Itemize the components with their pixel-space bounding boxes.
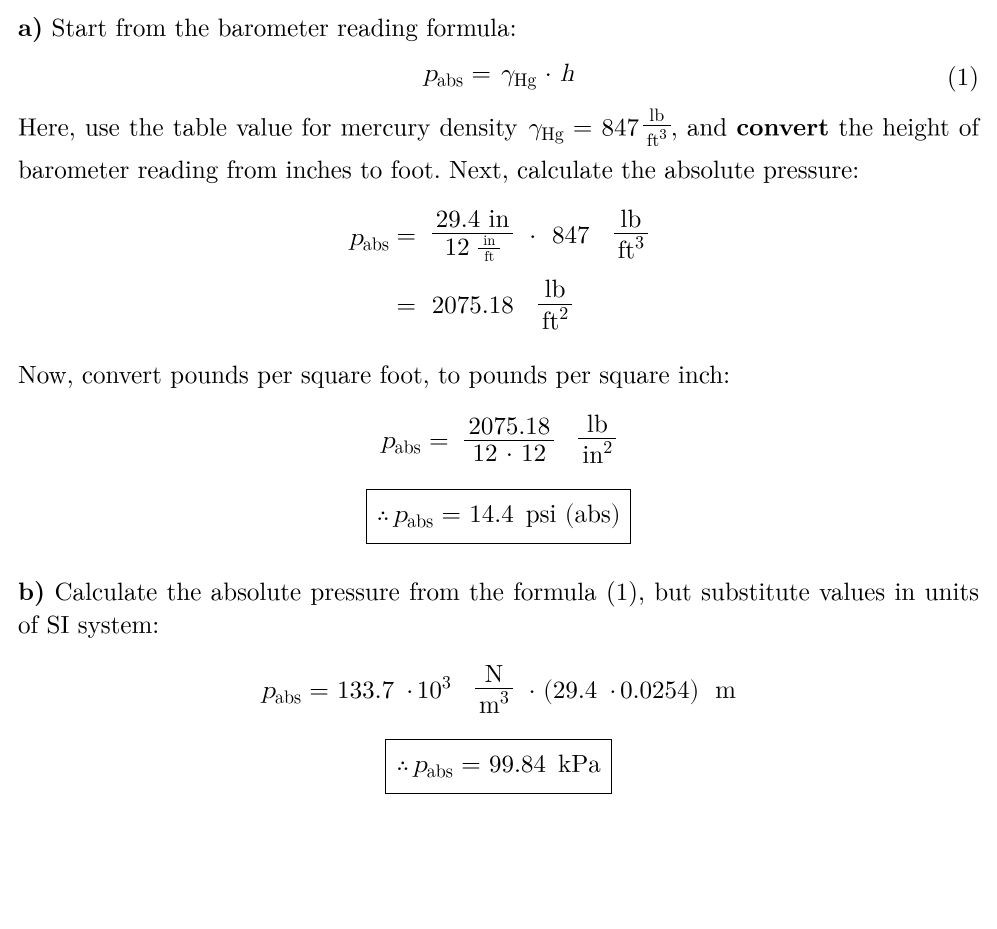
- a-boxed-result: ∴pabs = 14.4 psi (abs): [366, 489, 632, 544]
- page: a) Start from the barometer reading form…: [0, 0, 997, 844]
- a-calc1-gamma: 847: [552, 223, 590, 248]
- a-calc2-num: 2075.18: [464, 414, 554, 441]
- b-gamma-exp: 3: [442, 674, 451, 692]
- equation-1: pabs = γHg · h (1): [18, 57, 979, 94]
- part-a-para3: Now, convert pounds per square foot, to …: [18, 357, 979, 390]
- part-b-lead-text: Calculate the absolute pressure from the…: [18, 573, 979, 641]
- a-box-val: 14.4: [469, 502, 513, 527]
- eq1-center: pabs = γHg · h: [58, 57, 939, 94]
- b-box-val: 99.84: [489, 752, 546, 777]
- part-a-label: a): [18, 9, 43, 44]
- a-para2-pre: Here, use the table value for mercury de…: [18, 108, 527, 143]
- b-box-unit: kPa: [558, 752, 601, 777]
- b-boxed-result: ∴pabs = 99.84 kPa: [385, 739, 612, 794]
- a-calc1: pabs = 29.4 in 12 inft · 847 lbft3: [18, 203, 979, 343]
- gamma-unit: lbft3: [643, 106, 671, 150]
- a-calc1-denom: 12: [445, 235, 470, 260]
- a-calc2-row1: pabs = 2075.18 12 · 12 lbin2: [366, 408, 632, 477]
- b-box-row: ∴pabs = 99.84 kPa: [261, 727, 736, 810]
- a-calc1-row2: = 2075.18 lbft2: [349, 273, 648, 342]
- eq1-math: pabs = γHg · h: [423, 57, 574, 94]
- a-para2-mid: , and: [671, 108, 737, 143]
- a-calc1-result: 2075.18: [432, 293, 514, 318]
- part-a-lead-text: Start from the barometer reading formula…: [51, 9, 516, 44]
- part-b-lead: b) Calculate the absolute pressure from …: [18, 574, 979, 640]
- part-a-lead: a) Start from the barometer reading form…: [18, 10, 979, 43]
- a-calc1-row1: pabs = 29.4 in 12 inft · 847 lbft3: [349, 203, 648, 274]
- b-calc-row1: pabs = 133.7 ·103 Nm3 ·(29.4 ·0.0254) m: [261, 658, 736, 727]
- part-a-para2: Here, use the table value for mercury de…: [18, 108, 979, 185]
- a-calc2: pabs = 2075.18 12 · 12 lbin2 ∴pabs =: [18, 408, 979, 560]
- b-h-conv: 0.0254: [620, 678, 689, 703]
- eq1-number: (1): [939, 59, 979, 92]
- a-calc1-h: 29.4: [436, 207, 480, 232]
- part-b-label: b): [18, 573, 45, 608]
- gamma-value: 847: [601, 115, 639, 140]
- b-calc: pabs = 133.7 ·103 Nm3 ·(29.4 ·0.0254) m: [18, 658, 979, 810]
- b-gamma-mantissa: 133.7: [337, 678, 394, 703]
- convert-word: convert: [736, 108, 829, 143]
- b-h-in: 29.4: [553, 678, 597, 703]
- a-box-row: ∴pabs = 14.4 psi (abs): [366, 477, 632, 560]
- a-box-suffix: psi (abs): [526, 502, 621, 527]
- a-calc2-den: 12 · 12: [464, 441, 554, 467]
- gamma-symbol: γHg =: [527, 115, 602, 140]
